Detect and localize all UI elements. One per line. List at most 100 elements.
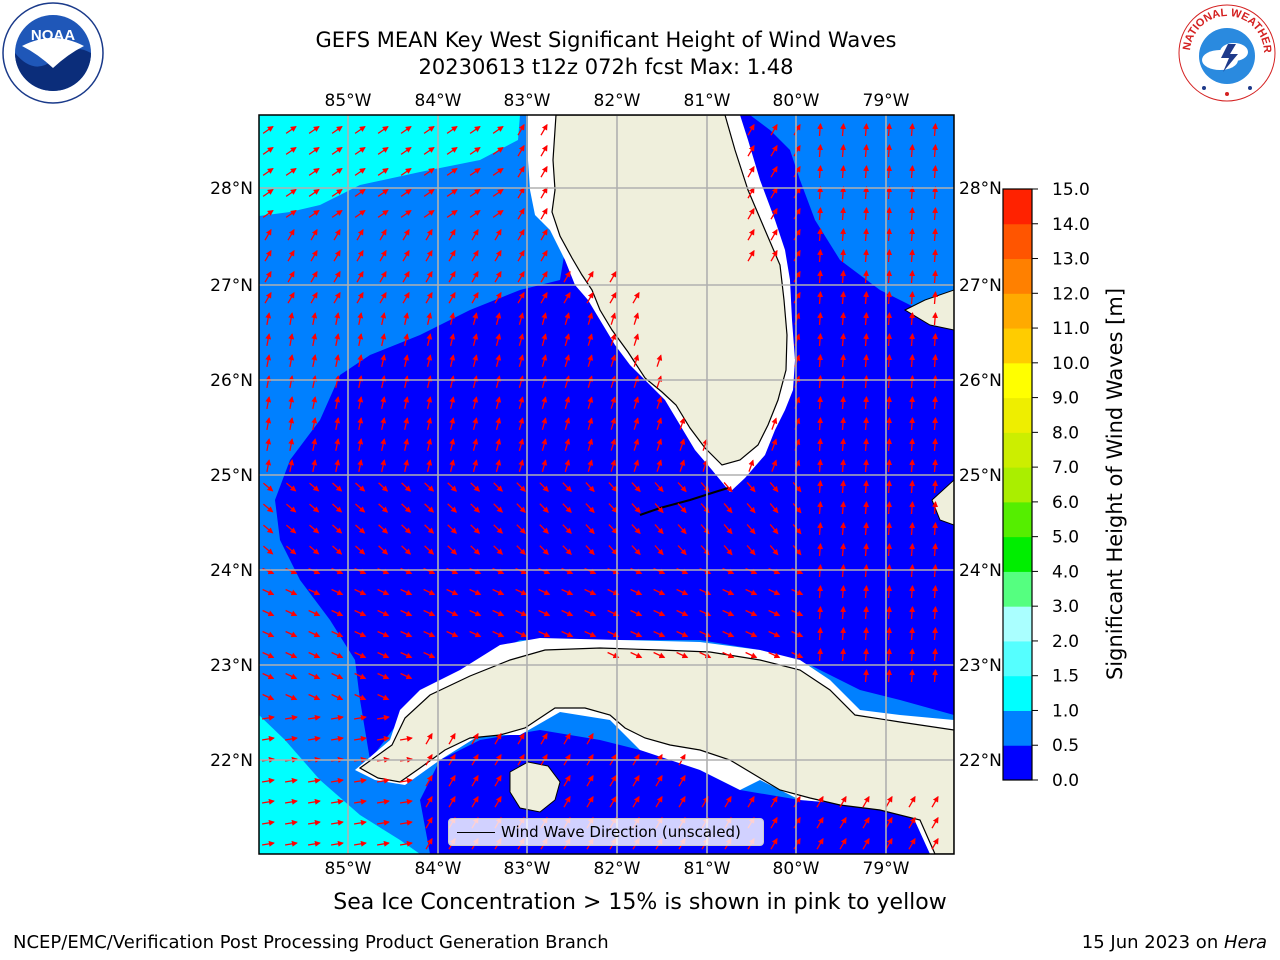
- lat-tick-left: 28°N: [210, 179, 253, 199]
- wind-vector: [400, 147, 412, 155]
- wind-vector: [376, 714, 390, 721]
- wind-vector: [446, 210, 458, 218]
- wind-vector: [285, 189, 297, 197]
- wind-vector: [723, 502, 733, 514]
- wind-vector: [495, 459, 502, 472]
- wind-vector: [400, 168, 412, 176]
- wind-vector: [540, 165, 548, 178]
- wind-vector: [331, 588, 344, 596]
- wind-vector: [357, 459, 364, 473]
- wind-vector: [399, 840, 413, 847]
- wind-vector: [448, 270, 456, 283]
- wind-vector: [400, 189, 412, 197]
- wind-vector: [377, 651, 390, 659]
- wind-vector: [288, 459, 295, 473]
- wind-vector: [307, 714, 321, 721]
- wind-vector: [516, 503, 526, 514]
- wind-vector: [423, 630, 436, 638]
- wind-vector: [817, 417, 824, 431]
- wind-vector: [817, 606, 824, 620]
- wind-vector: [633, 375, 640, 388]
- lon-tick-bottom: 84°W: [415, 859, 462, 879]
- wind-vector: [285, 545, 297, 555]
- wind-vector: [768, 588, 781, 596]
- wind-vector: [447, 524, 458, 534]
- wind-vector: [288, 417, 295, 431]
- wind-vector: [771, 417, 778, 430]
- wind-vector: [401, 503, 412, 513]
- wind-vector: [380, 354, 387, 368]
- wind-vector: [932, 669, 939, 683]
- wind-vector: [840, 249, 847, 263]
- wind-vector: [770, 123, 778, 136]
- wind-vector: [308, 168, 320, 176]
- wind-vector: [354, 630, 367, 638]
- wind-vector: [584, 609, 597, 617]
- wind-vector: [311, 333, 318, 347]
- wind-vector: [631, 545, 641, 556]
- wind-vector: [863, 375, 870, 389]
- wind-vector: [403, 375, 410, 388]
- wind-vector: [356, 249, 364, 262]
- wind-vector: [770, 165, 778, 178]
- wind-vector: [678, 795, 686, 808]
- wind-vector: [863, 144, 870, 158]
- wind-vector: [886, 144, 893, 158]
- wind-vector: [449, 438, 456, 451]
- wind-vector: [288, 438, 295, 452]
- colorbar-segment: [1003, 606, 1032, 642]
- map-plot-area: [259, 115, 954, 854]
- wind-vector: [284, 714, 298, 721]
- wind-vector: [886, 354, 893, 368]
- wind-vector: [932, 123, 939, 137]
- region-1.0-1.5-nw: [259, 115, 520, 216]
- wind-vector: [863, 396, 870, 410]
- lat-tick-right: 28°N: [959, 179, 1002, 199]
- wind-vector: [423, 609, 436, 617]
- wind-vector: [357, 438, 364, 452]
- wind-vector: [380, 438, 387, 452]
- wind-vector: [472, 417, 479, 430]
- wind-vector: [264, 228, 272, 241]
- wind-vector: [699, 588, 712, 596]
- wind-vector: [517, 144, 525, 157]
- wind-vector: [400, 672, 413, 680]
- wind-vector: [516, 545, 526, 556]
- wind-vector: [334, 333, 341, 347]
- colorbar-segment: [1003, 501, 1032, 538]
- wind-vector: [448, 291, 456, 304]
- wind-vector: [448, 795, 456, 808]
- wind-vector: [746, 502, 756, 514]
- wind-vector: [722, 588, 735, 596]
- wind-vector: [863, 249, 870, 263]
- wind-vector: [353, 777, 367, 784]
- wind-vector: [401, 545, 412, 555]
- wind-vector: [265, 438, 272, 452]
- wind-vector: [400, 609, 413, 617]
- wind-vector: [840, 354, 847, 368]
- wind-vector: [932, 396, 939, 410]
- wind-vector: [332, 524, 343, 534]
- wind-vector: [517, 165, 525, 178]
- wind-vector: [309, 545, 320, 555]
- wind-vector: [840, 165, 847, 179]
- wind-vector: [379, 228, 387, 241]
- wind-vector: [377, 609, 390, 617]
- wind-vector: [817, 144, 824, 158]
- wind-vector: [311, 312, 318, 326]
- wind-vector: [610, 396, 617, 409]
- wind-vector: [262, 609, 275, 617]
- wind-vector: [840, 501, 847, 515]
- colorbar-tick-label: 3.0: [1052, 597, 1079, 617]
- wind-vector: [285, 651, 298, 659]
- wind-vector: [840, 291, 847, 305]
- wind-vector: [563, 774, 571, 787]
- wind-vector: [493, 524, 504, 534]
- wind-vector: [541, 438, 548, 451]
- wind-vector: [426, 333, 433, 346]
- wind-vector: [817, 522, 824, 536]
- wind-vector: [310, 249, 318, 262]
- wind-vector: [285, 147, 297, 155]
- colorbar-segment: [1003, 293, 1032, 329]
